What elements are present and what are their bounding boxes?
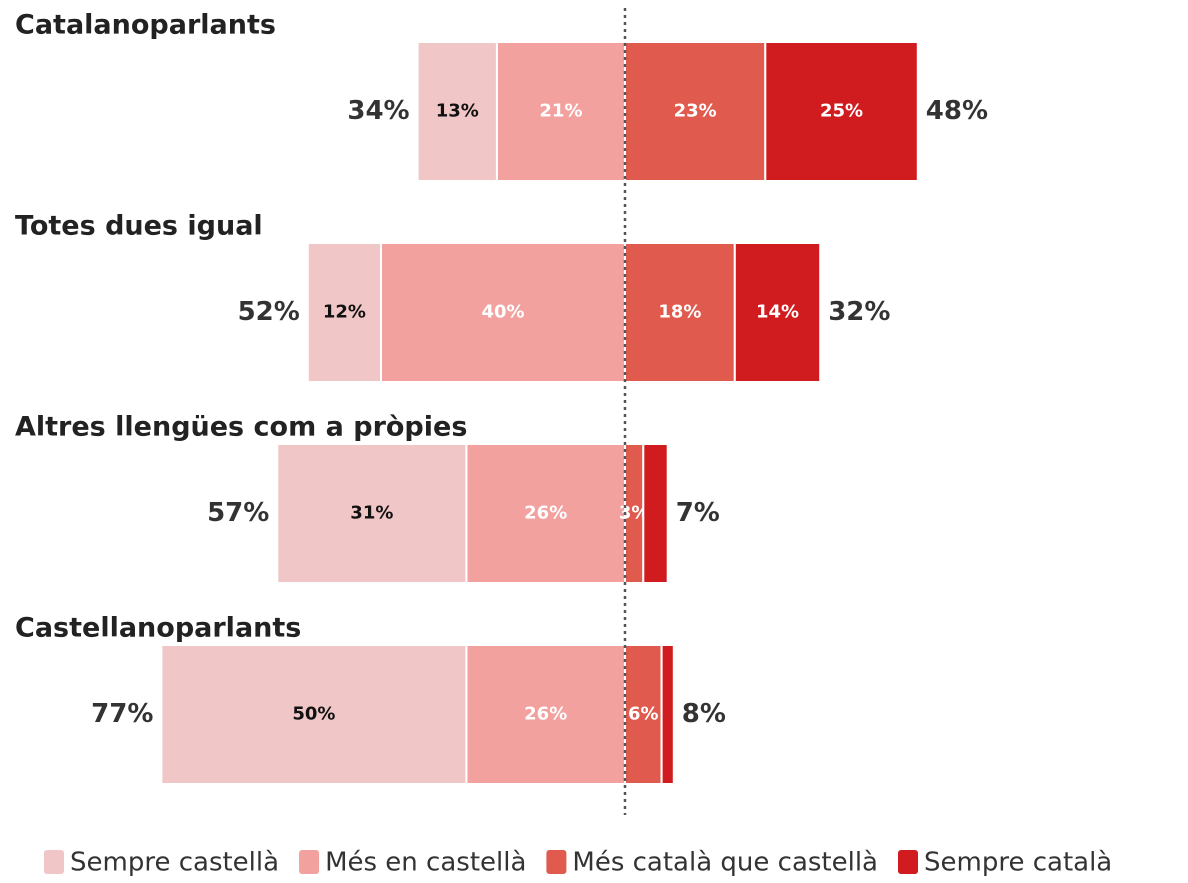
bar-segment: [416, 41, 498, 182]
total-label: 57%: [207, 498, 269, 528]
total-label: 77%: [91, 699, 153, 729]
legend-label: Més en castellà: [325, 848, 526, 878]
segment-label: 25%: [820, 101, 863, 122]
segment-label: 21%: [539, 101, 582, 122]
legend-label: Sempre català: [924, 848, 1112, 878]
bar-segment: [495, 41, 626, 182]
category-label: Altres llengües com a pròpies: [15, 412, 467, 443]
total-label: 52%: [238, 297, 300, 327]
segment-label: 23%: [674, 101, 717, 122]
segment-label: 50%: [292, 704, 335, 725]
total-label: 7%: [676, 498, 720, 528]
bar-segment: [660, 644, 675, 785]
segment-label: 3%: [619, 503, 650, 524]
category-label: Castellanoparlants: [15, 613, 301, 644]
category-label: Totes dues igual: [15, 211, 263, 242]
total-label: 8%: [682, 699, 726, 729]
bar-segment: [764, 41, 919, 182]
segment-label: 26%: [524, 503, 567, 524]
total-label: 34%: [347, 96, 409, 126]
bar-segment: [160, 644, 468, 785]
segment-label: 18%: [658, 302, 701, 323]
segment-label: 14%: [756, 302, 799, 323]
segment-label: 12%: [323, 302, 366, 323]
legend-swatch: [546, 850, 567, 874]
bar-segment: [642, 443, 669, 584]
segment-label: 13%: [436, 101, 479, 122]
bar-segment: [733, 242, 822, 383]
bar-segment: [380, 242, 626, 383]
legend-label: Més català que castellà: [572, 848, 878, 878]
bar-segment: [465, 644, 626, 785]
segment-label: 40%: [481, 302, 524, 323]
bar-segment: [276, 443, 468, 584]
legend-swatch: [898, 850, 918, 874]
legend-swatch: [299, 850, 320, 874]
segment-label: 6%: [628, 704, 659, 725]
legend-label: Sempre castellà: [70, 848, 279, 878]
segment-label: 31%: [350, 503, 393, 524]
bar-segment: [306, 242, 382, 383]
legend-swatch: [44, 850, 64, 874]
bar-segment: [624, 242, 736, 383]
bar-segment: [624, 41, 767, 182]
category-label: Catalanoparlants: [15, 10, 276, 41]
segment-label: 26%: [524, 704, 567, 725]
total-label: 32%: [828, 297, 890, 327]
total-label: 48%: [926, 96, 988, 126]
